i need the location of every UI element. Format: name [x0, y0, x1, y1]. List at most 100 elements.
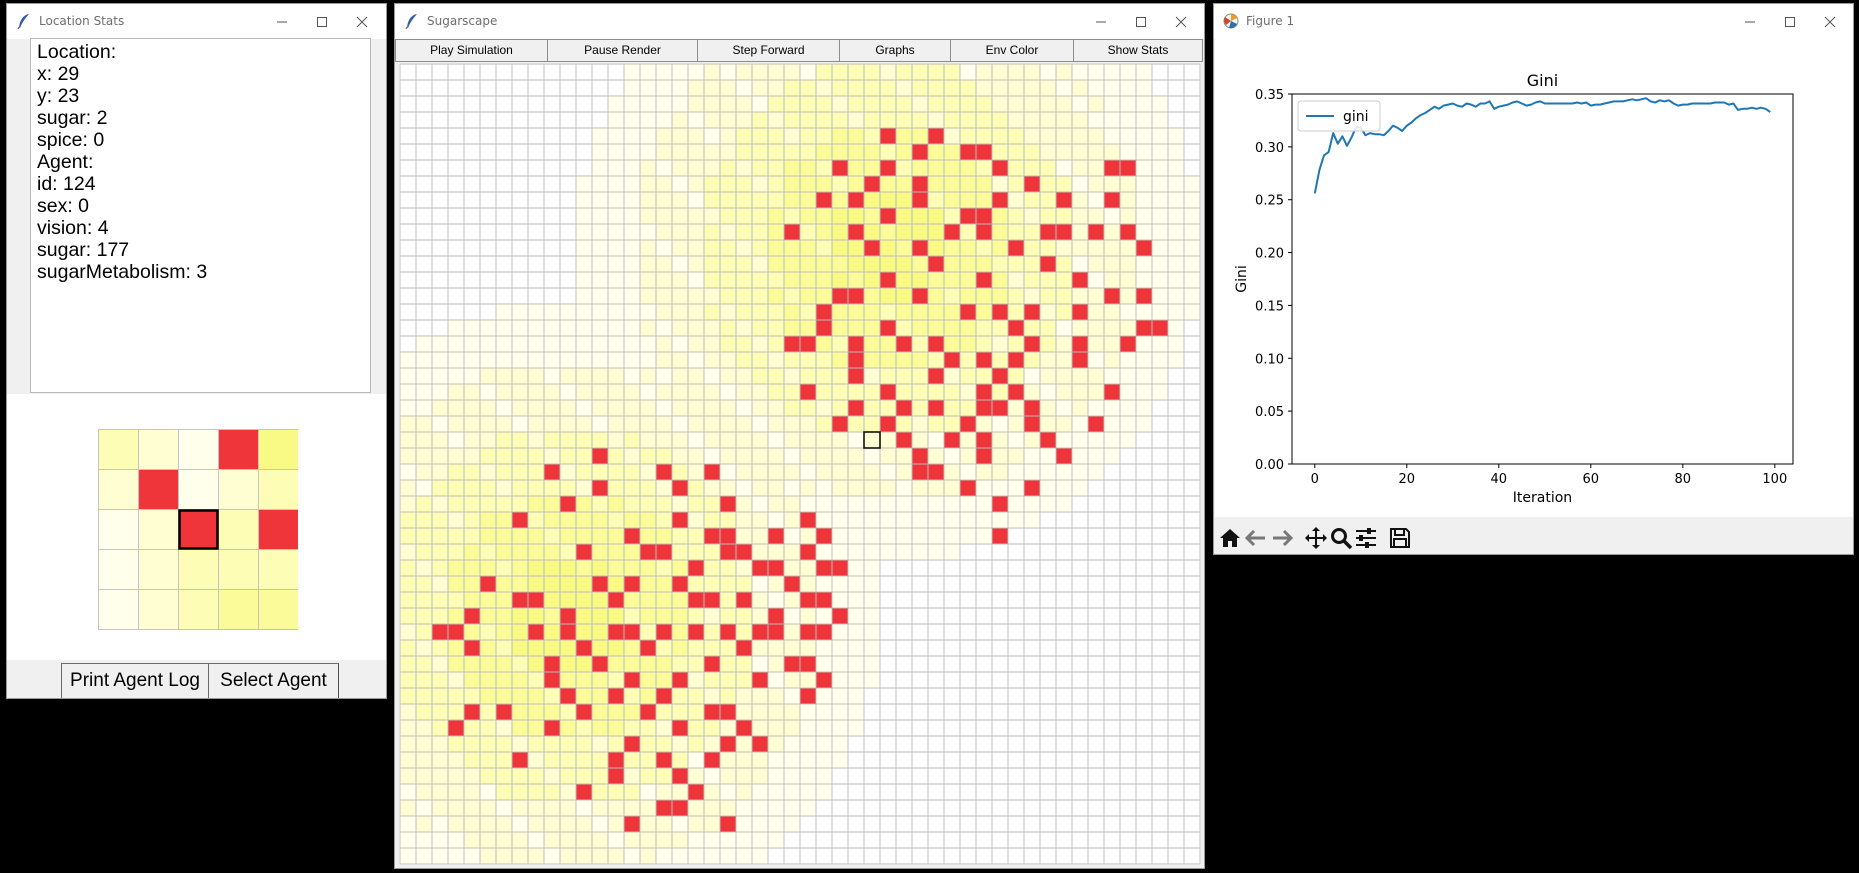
grid-cell[interactable]: [671, 495, 689, 513]
grid-cell[interactable]: [1183, 799, 1201, 817]
grid-cell[interactable]: [511, 495, 529, 513]
grid-cell[interactable]: [415, 111, 433, 129]
grid-cell[interactable]: [1007, 271, 1025, 289]
grid-cell[interactable]: [1119, 271, 1137, 289]
grid-cell[interactable]: [1023, 127, 1041, 145]
grid-cell[interactable]: [911, 639, 929, 657]
grid-cell[interactable]: [815, 159, 833, 177]
grid-cell[interactable]: [975, 303, 993, 321]
grid-cell[interactable]: [495, 655, 513, 673]
grid-cell[interactable]: [431, 703, 449, 721]
grid-cell[interactable]: [911, 111, 929, 129]
grid-cell[interactable]: [943, 783, 961, 801]
grid-cell[interactable]: [559, 415, 577, 433]
grid-cell[interactable]: [1007, 207, 1025, 225]
grid-cell[interactable]: [607, 575, 625, 593]
grid-cell[interactable]: [1023, 207, 1041, 225]
grid-cell[interactable]: [1055, 671, 1073, 689]
grid-cell[interactable]: [495, 783, 513, 801]
grid-cell[interactable]: [399, 63, 417, 81]
grid-cell[interactable]: [623, 703, 641, 721]
grid-cell[interactable]: [847, 799, 865, 817]
grid-cell[interactable]: [863, 335, 881, 353]
grid-cell[interactable]: [735, 287, 753, 305]
grid-cell[interactable]: [463, 783, 481, 801]
grid-cell[interactable]: [511, 63, 529, 81]
grid-cell[interactable]: [815, 255, 833, 273]
minimize-button[interactable]: [262, 4, 302, 39]
grid-cell[interactable]: [543, 799, 561, 817]
grid-cell[interactable]: [815, 447, 833, 465]
agent-cell[interactable]: [1119, 223, 1137, 241]
grid-cell[interactable]: [815, 95, 833, 113]
grid-cell[interactable]: [831, 175, 849, 193]
grid-cell[interactable]: [479, 511, 497, 529]
grid-cell[interactable]: [543, 527, 561, 545]
grid-cell[interactable]: [879, 831, 897, 849]
grid-cell[interactable]: [735, 479, 753, 497]
grid-cell[interactable]: [1087, 63, 1105, 81]
grid-cell[interactable]: [399, 95, 417, 113]
grid-cell[interactable]: [495, 623, 513, 641]
grid-cell[interactable]: [559, 111, 577, 129]
grid-cell[interactable]: [1135, 655, 1153, 673]
agent-cell[interactable]: [927, 335, 945, 353]
grid-cell[interactable]: [863, 399, 881, 417]
grid-cell[interactable]: [607, 511, 625, 529]
grid-cell[interactable]: [943, 719, 961, 737]
grid-cell[interactable]: [607, 415, 625, 433]
grid-cell[interactable]: [639, 447, 657, 465]
grid-cell[interactable]: [879, 63, 897, 81]
grid-cell[interactable]: [879, 655, 897, 673]
grid-cell[interactable]: [415, 847, 433, 865]
grid-cell[interactable]: [751, 223, 769, 241]
grid-cell[interactable]: [655, 175, 673, 193]
grid-cell[interactable]: [1167, 703, 1185, 721]
grid-cell[interactable]: [815, 815, 833, 833]
grid-cell[interactable]: [831, 303, 849, 321]
grid-cell[interactable]: [399, 383, 417, 401]
grid-cell[interactable]: [655, 159, 673, 177]
grid-cell[interactable]: [687, 111, 705, 129]
grid-cell[interactable]: [479, 719, 497, 737]
grid-cell[interactable]: [1039, 703, 1057, 721]
grid-cell[interactable]: [495, 351, 513, 369]
grid-cell[interactable]: [559, 335, 577, 353]
grid-cell[interactable]: [1039, 159, 1057, 177]
grid-cell[interactable]: [623, 847, 641, 865]
grid-cell[interactable]: [1087, 671, 1105, 689]
grid-cell[interactable]: [831, 799, 849, 817]
grid-cell[interactable]: [671, 447, 689, 465]
agent-cell[interactable]: [815, 623, 833, 641]
grid-cell[interactable]: [463, 447, 481, 465]
grid-cell[interactable]: [1087, 799, 1105, 817]
grid-cell[interactable]: [815, 287, 833, 305]
grid-cell[interactable]: [863, 127, 881, 145]
agent-cell[interactable]: [1023, 399, 1041, 417]
grid-cell[interactable]: [863, 191, 881, 209]
grid-cell[interactable]: [943, 767, 961, 785]
grid-cell[interactable]: [735, 831, 753, 849]
grid-cell[interactable]: [911, 415, 929, 433]
grid-cell[interactable]: [639, 111, 657, 129]
grid-cell[interactable]: [639, 335, 657, 353]
grid-cell[interactable]: [1007, 639, 1025, 657]
grid-cell[interactable]: [927, 607, 945, 625]
grid-cell[interactable]: [1151, 623, 1169, 641]
neighbor-cell[interactable]: [218, 549, 259, 590]
grid-cell[interactable]: [1151, 95, 1169, 113]
grid-cell[interactable]: [735, 143, 753, 161]
grid-cell[interactable]: [1071, 463, 1089, 481]
agent-cell[interactable]: [623, 671, 641, 689]
grid-cell[interactable]: [815, 367, 833, 385]
grid-cell[interactable]: [559, 303, 577, 321]
grid-cell[interactable]: [1039, 719, 1057, 737]
grid-cell[interactable]: [943, 255, 961, 273]
grid-cell[interactable]: [783, 239, 801, 257]
grid-cell[interactable]: [831, 63, 849, 81]
grid-cell[interactable]: [703, 431, 721, 449]
neighbor-cell[interactable]: [218, 589, 259, 630]
grid-cell[interactable]: [767, 287, 785, 305]
grid-cell[interactable]: [1007, 479, 1025, 497]
grid-cell[interactable]: [1135, 175, 1153, 193]
